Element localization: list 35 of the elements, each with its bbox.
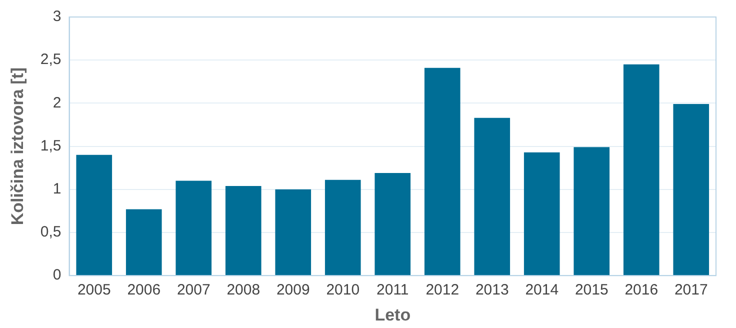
bar — [126, 209, 162, 276]
bar — [524, 152, 560, 276]
bar — [176, 180, 212, 276]
y-tick-label: 0 — [52, 266, 62, 284]
y-axis-title: Količina iztovora [t] — [8, 67, 27, 226]
x-axis-title: Leto — [374, 305, 411, 324]
bar — [225, 186, 262, 276]
x-tick-label: 2012 — [426, 282, 460, 299]
x-tick-label: 2016 — [624, 282, 658, 299]
x-tick-label: 2008 — [226, 282, 260, 299]
bar — [374, 173, 411, 276]
bar — [623, 64, 660, 276]
bar — [424, 68, 460, 276]
y-tick-label: 1,5 — [40, 137, 62, 154]
bar — [324, 180, 361, 276]
x-tick-label: 2013 — [475, 282, 509, 299]
x-tick-label: 2011 — [376, 282, 409, 299]
bar — [474, 118, 510, 276]
bar — [76, 154, 112, 276]
y-tick-label: 3 — [52, 8, 62, 26]
x-tick-label: 2006 — [127, 282, 161, 299]
x-tick-label: 2010 — [326, 282, 360, 299]
x-tick-label: 2009 — [276, 282, 310, 299]
y-tick-label: 0,5 — [40, 224, 62, 241]
y-tick-label: 2 — [52, 94, 62, 112]
x-tick-label: 2015 — [574, 282, 608, 299]
x-tick-label: 2014 — [525, 282, 559, 299]
bar — [275, 189, 312, 276]
x-tick-label: 2005 — [77, 282, 111, 299]
y-tick-label: 2,5 — [40, 51, 62, 68]
bar — [574, 147, 610, 276]
x-tick-label: 2017 — [674, 282, 708, 299]
y-tick-label: 1 — [52, 180, 62, 198]
bar — [673, 104, 710, 276]
x-tick-label: 2007 — [176, 282, 210, 299]
